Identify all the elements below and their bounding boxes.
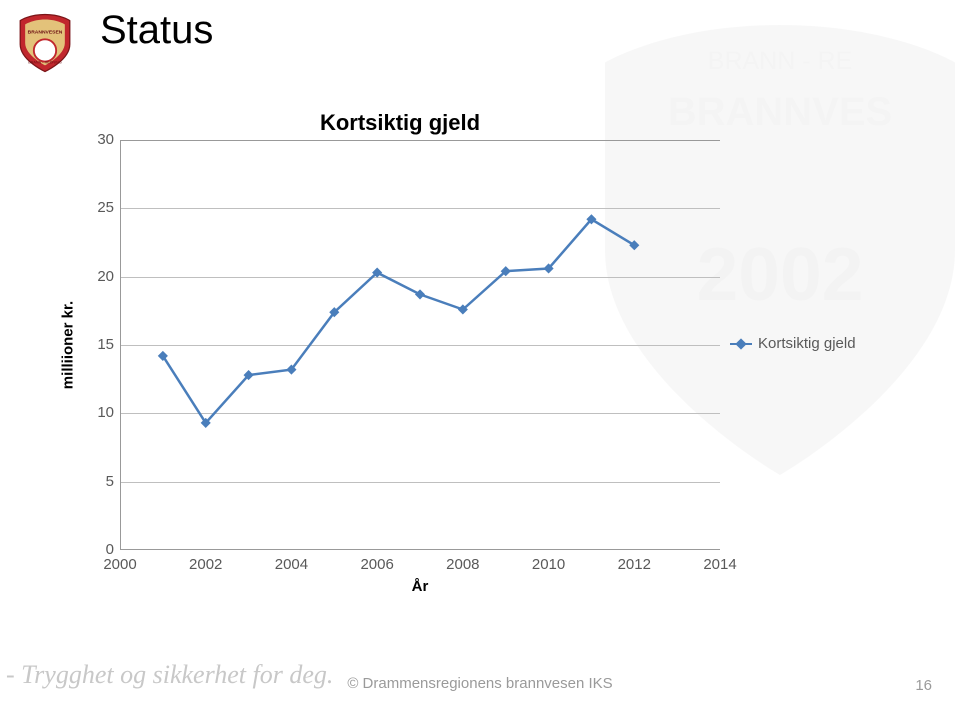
brannvesen-logo: BRANNVESEN BRANN - REDNING	[14, 12, 76, 74]
x-tick: 2010	[519, 556, 579, 573]
page-title: Status	[100, 8, 213, 53]
svg-text:BRANN - REDNING: BRANN - REDNING	[28, 60, 62, 64]
x-tick: 2014	[690, 556, 750, 573]
series-line	[163, 219, 634, 423]
y-tick: 30	[84, 131, 114, 148]
x-tick: 2000	[90, 556, 150, 573]
y-tick: 25	[84, 199, 114, 216]
page-number: 16	[915, 677, 932, 694]
plot-area: milliioner kr. År 0510152025302000200220…	[120, 140, 720, 550]
svg-text:BRANN - RE: BRANN - RE	[708, 47, 852, 75]
x-tick: 2008	[433, 556, 493, 573]
x-tick: 2004	[261, 556, 321, 573]
legend-label: Kortsiktig gjeld	[758, 335, 856, 352]
chart-title: Kortsiktig gjeld	[80, 110, 720, 136]
x-tick: 2006	[347, 556, 407, 573]
legend-marker-icon	[735, 338, 746, 349]
x-tick: 2002	[176, 556, 236, 573]
x-axis-label: År	[120, 578, 720, 595]
y-tick: 10	[84, 404, 114, 421]
y-tick: 5	[84, 473, 114, 490]
x-tick: 2012	[604, 556, 664, 573]
chart-container: Kortsiktig gjeld milliioner kr. År 05101…	[80, 110, 860, 590]
y-tick: 20	[84, 268, 114, 285]
footer-copyright: © Drammensregionens brannvesen IKS	[0, 675, 960, 692]
y-tick: 15	[84, 336, 114, 353]
series-svg	[120, 140, 720, 550]
svg-text:BRANNVESEN: BRANNVESEN	[28, 30, 63, 36]
y-axis-label: milliioner kr.	[60, 301, 77, 389]
